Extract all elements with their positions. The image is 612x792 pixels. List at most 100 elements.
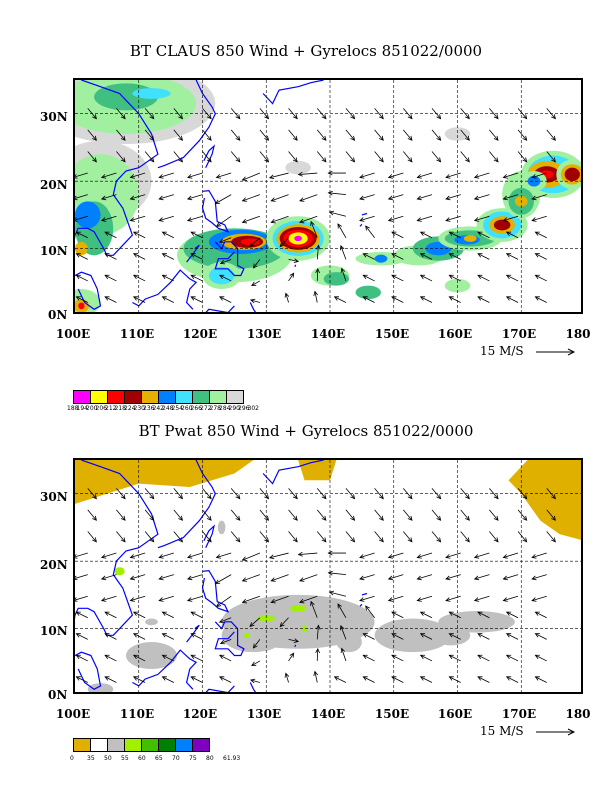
panel2-lat-10n: 10N bbox=[40, 624, 68, 638]
cloud-top-contour bbox=[78, 302, 85, 310]
wind-vector-head bbox=[445, 195, 451, 201]
pwat-moist-region bbox=[145, 618, 158, 626]
coastline bbox=[186, 244, 200, 263]
wind-vector bbox=[359, 215, 375, 221]
legend-swatch bbox=[73, 738, 91, 752]
wind-vector bbox=[489, 129, 499, 141]
wind-vector-head bbox=[534, 654, 540, 660]
wind-vector bbox=[202, 108, 212, 119]
wind-vector bbox=[340, 245, 347, 260]
wind-vector bbox=[288, 129, 298, 141]
wind-vector bbox=[517, 531, 527, 543]
wind-vector-head bbox=[214, 199, 221, 204]
wind-vector bbox=[259, 129, 269, 141]
panel1-lon-100e: 100E bbox=[55, 327, 91, 341]
wind-vector-head bbox=[251, 661, 257, 666]
wind-vector-head bbox=[292, 114, 298, 120]
wind-vector-head bbox=[241, 577, 248, 582]
legend-tick-label: 75 bbox=[189, 755, 197, 762]
wind-vector-head bbox=[378, 114, 384, 120]
wind-vector-head bbox=[391, 296, 397, 301]
wind-vector-head bbox=[292, 494, 298, 500]
wind-vector-head bbox=[391, 274, 397, 280]
wind-vector bbox=[341, 648, 347, 662]
wind-vector-head bbox=[132, 296, 139, 301]
wind-vector bbox=[477, 633, 490, 640]
wind-vector bbox=[316, 151, 327, 163]
wind-vector-head bbox=[75, 597, 78, 602]
wind-vector bbox=[87, 531, 97, 543]
wind-vector bbox=[162, 611, 174, 619]
wind-vector-head bbox=[327, 170, 333, 176]
wind-vector bbox=[187, 552, 203, 558]
wind-vector-head bbox=[362, 654, 368, 660]
wind-vector-head bbox=[75, 174, 78, 179]
wind-vector-head bbox=[340, 267, 346, 273]
wind-vector-head bbox=[75, 554, 78, 559]
panel2-map bbox=[73, 458, 583, 694]
wind-vector bbox=[133, 253, 146, 260]
wind-vector-head bbox=[129, 554, 135, 559]
legend-tick-label: 70 bbox=[172, 755, 180, 762]
wind-vector bbox=[477, 676, 490, 683]
wind-vector bbox=[546, 108, 556, 119]
wind-vector bbox=[388, 215, 404, 221]
wind-vector-head bbox=[75, 217, 78, 222]
wind-vector-head bbox=[186, 575, 193, 581]
wind-vector bbox=[477, 231, 490, 239]
wind-vector bbox=[202, 488, 212, 499]
wind-vector-head bbox=[387, 195, 394, 201]
wind-vector bbox=[546, 531, 556, 543]
legend-swatch bbox=[192, 738, 210, 752]
wind-vector bbox=[230, 129, 241, 141]
wind-vector bbox=[460, 129, 470, 141]
wind-vector-head bbox=[186, 174, 193, 179]
wind-vector-head bbox=[531, 597, 537, 602]
coastline bbox=[249, 302, 257, 312]
wind-vector bbox=[531, 552, 547, 558]
wind-vector-head bbox=[75, 296, 81, 301]
wind-vector bbox=[219, 274, 232, 282]
wind-vector bbox=[253, 639, 261, 649]
legend-swatch bbox=[107, 738, 125, 752]
wind-vector bbox=[269, 552, 289, 559]
pwat-dry-region bbox=[508, 460, 581, 540]
wind-vector bbox=[535, 231, 547, 239]
wind-vector-head bbox=[333, 676, 340, 681]
wind-vector bbox=[503, 595, 519, 601]
wind-vector-head bbox=[419, 231, 426, 236]
wind-vector-head bbox=[214, 579, 221, 584]
wind-vector-head bbox=[100, 575, 107, 581]
wind-vector bbox=[253, 259, 261, 269]
wind-vector bbox=[190, 296, 203, 303]
wind-vector-head bbox=[206, 515, 212, 521]
wind-vector bbox=[187, 574, 203, 580]
wind-vector bbox=[144, 531, 155, 543]
wind-vector bbox=[445, 595, 461, 601]
wind-vector-head bbox=[104, 231, 110, 236]
coastline bbox=[75, 651, 102, 691]
wind-vector bbox=[130, 595, 146, 601]
wind-vector bbox=[460, 108, 470, 119]
wind-vector-head bbox=[436, 114, 442, 120]
legend-swatch bbox=[107, 390, 125, 404]
legend-tick-label: 236 bbox=[143, 405, 155, 412]
wind-vector-head bbox=[310, 220, 315, 227]
wind-vector bbox=[230, 151, 241, 163]
wind-vector-head bbox=[129, 195, 135, 201]
wind-vector bbox=[288, 273, 295, 282]
wind-vector bbox=[420, 611, 433, 619]
wind-vector-head bbox=[321, 114, 327, 120]
wind-vector-head bbox=[477, 676, 483, 681]
wind-vector bbox=[345, 531, 355, 543]
wind-vector bbox=[316, 509, 327, 521]
wind-vector-head bbox=[493, 515, 499, 521]
wind-vector-head bbox=[419, 253, 426, 258]
wind-vector-head bbox=[158, 554, 164, 559]
wind-vector-head bbox=[365, 225, 370, 231]
wind-vector-head bbox=[419, 676, 426, 681]
legend-tick-label: 296 bbox=[238, 405, 250, 412]
panel2-lat-0n: 0N bbox=[48, 688, 68, 702]
wind-vector-head bbox=[407, 494, 413, 500]
wind-vector bbox=[334, 296, 347, 303]
